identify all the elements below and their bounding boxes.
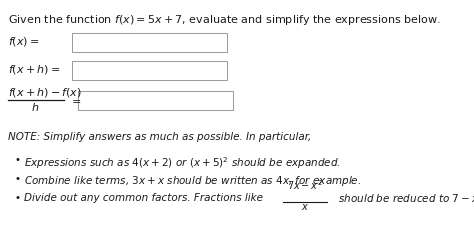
Text: NOTE: Simplify answers as much as possible. In particular,: NOTE: Simplify answers as much as possib…	[8, 132, 311, 142]
Text: $f(x+h)-f(x)$: $f(x+h)-f(x)$	[8, 86, 82, 99]
Text: Combine like terms, $3x + x$ should be written as $4x$, for example.: Combine like terms, $3x + x$ should be w…	[24, 174, 361, 188]
Text: $=$: $=$	[69, 95, 82, 105]
Text: •: •	[14, 193, 20, 203]
Text: •: •	[14, 155, 20, 165]
Text: •: •	[14, 174, 20, 184]
Text: $f(x) =$: $f(x) =$	[8, 35, 39, 49]
Text: should be reduced to $7 - x$.: should be reduced to $7 - x$.	[335, 192, 474, 204]
Text: $7x - x^2$: $7x - x^2$	[287, 178, 323, 192]
Bar	[72, 33, 227, 52]
Bar	[78, 90, 233, 109]
Bar	[72, 60, 227, 79]
Text: Expressions such as $4(x + 2)$ or $(x + 5)^2$ should be expanded.: Expressions such as $4(x + 2)$ or $(x + …	[24, 155, 341, 171]
Text: Divide out any common factors. Fractions like: Divide out any common factors. Fractions…	[24, 193, 266, 203]
Text: Given the function $f(x) = 5x + 7$, evaluate and simplify the expressions below.: Given the function $f(x) = 5x + 7$, eval…	[8, 13, 441, 27]
Text: $h$: $h$	[31, 101, 40, 113]
Text: $x$: $x$	[301, 202, 309, 213]
Text: $f(x+h) =$: $f(x+h) =$	[8, 63, 60, 76]
